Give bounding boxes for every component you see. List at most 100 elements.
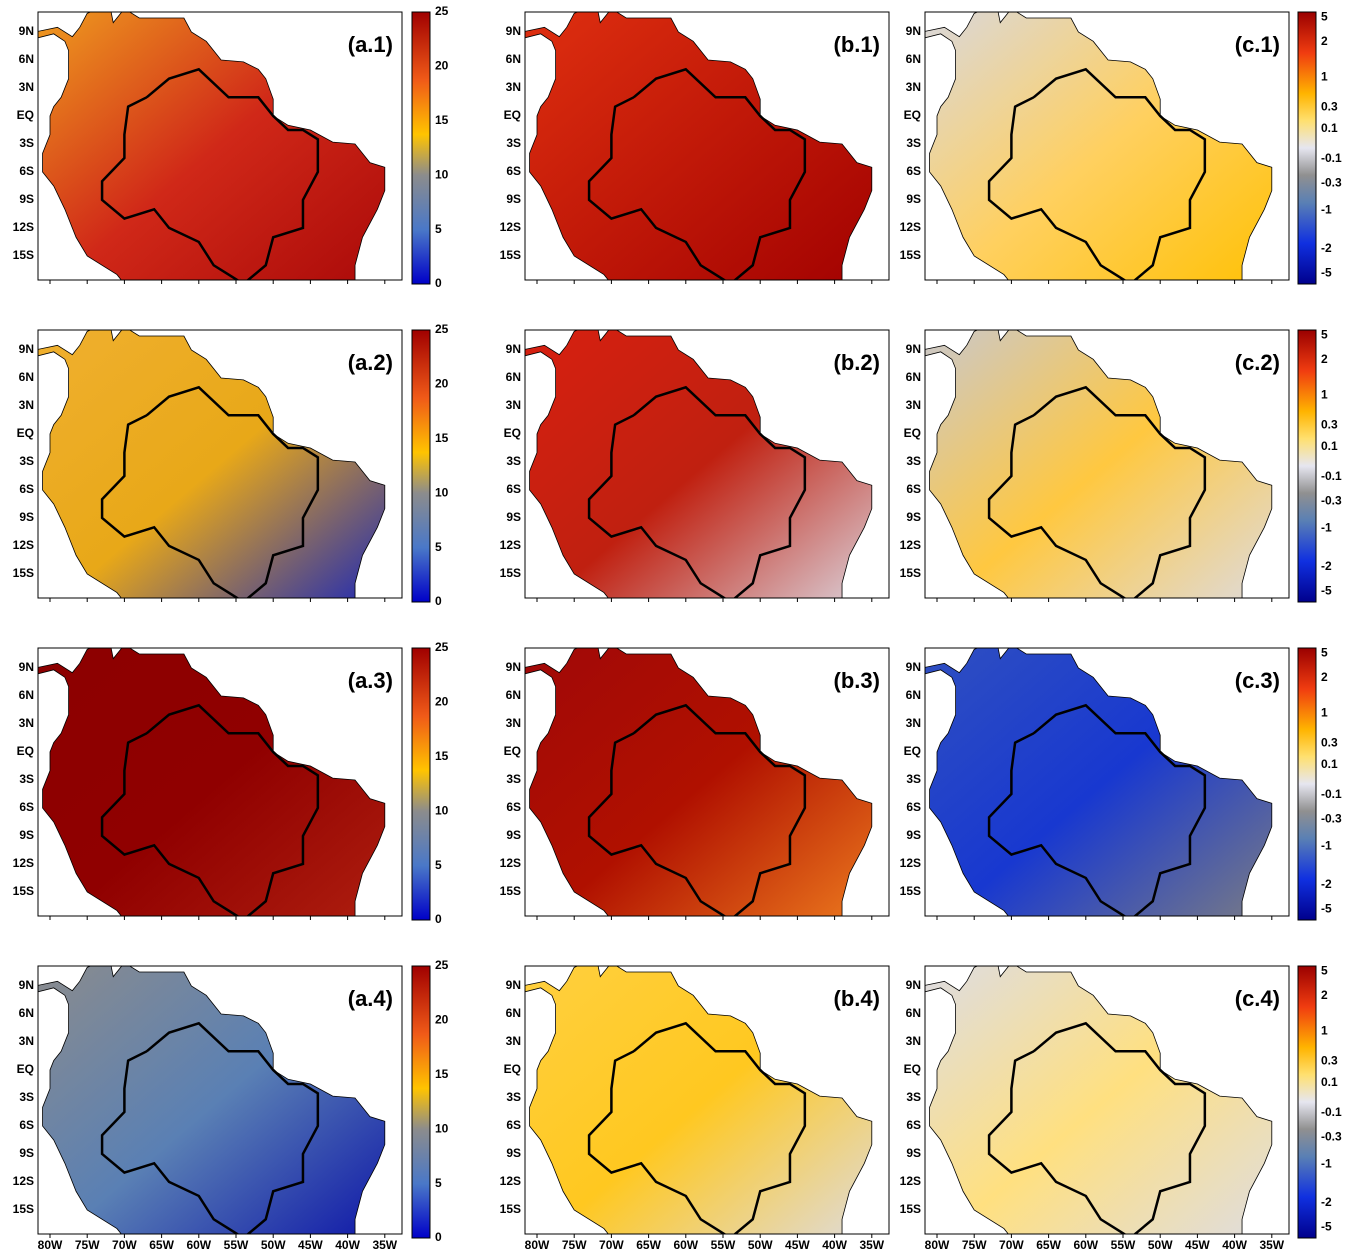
colorbar-a-label: 0: [435, 594, 442, 608]
lon-label: 65W: [1036, 1238, 1061, 1252]
colorbar-a-label: 0: [435, 276, 442, 290]
panel-label: (b.4): [834, 986, 880, 1011]
lat-label: EQ: [17, 1062, 34, 1076]
map: [525, 330, 873, 598]
map: [925, 12, 1273, 280]
amazon-border: [987, 703, 1207, 916]
lat-label: EQ: [504, 426, 521, 440]
lon-label: 55W: [711, 1238, 736, 1252]
panel-label: (b.2): [834, 350, 880, 375]
colorbar-c-label: -5: [1321, 1219, 1332, 1233]
land: [38, 648, 386, 916]
panel-label: (c.2): [1235, 350, 1280, 375]
lat-label: EQ: [17, 426, 34, 440]
colorbar-a: [411, 965, 431, 1239]
lon-label: 40W: [335, 1238, 360, 1252]
lat-label: 6N: [906, 1006, 921, 1020]
land: [525, 330, 873, 598]
land: [38, 966, 386, 1234]
map: [38, 330, 386, 598]
colorbar-c-label: 0.1: [1321, 1075, 1338, 1089]
colorbar-c-label: -0.1: [1321, 1105, 1342, 1119]
lat-label: 9S: [506, 192, 521, 206]
lat-label: 3N: [506, 80, 521, 94]
lat-label: 6S: [906, 1118, 921, 1132]
panel-frame: [924, 647, 1290, 917]
land: [525, 648, 873, 916]
lat-label: 6N: [19, 52, 34, 66]
panel-label: (a.1): [348, 32, 393, 57]
colorbar-a-label: 10: [435, 1121, 449, 1135]
lon-label: 35W: [859, 1238, 884, 1252]
colorbar-a: [411, 329, 431, 603]
lat-label: 12S: [500, 538, 521, 552]
lat-label: 3S: [506, 136, 521, 150]
colorbar-a-label: 5: [435, 540, 442, 554]
colorbar-a-label: 20: [435, 59, 449, 73]
lat-label: 6N: [506, 52, 521, 66]
land: [925, 648, 1273, 916]
amazon-border: [587, 67, 807, 280]
lon-label: 45W: [298, 1238, 323, 1252]
colorbar-c-label: 5: [1321, 328, 1328, 342]
colorbar-c-label: -5: [1321, 583, 1332, 597]
lon-label: 55W: [224, 1238, 249, 1252]
lat-label: 3N: [906, 716, 921, 730]
colorbar-c-label: -0.3: [1321, 494, 1342, 508]
lat-label: 15S: [13, 884, 34, 898]
lon-label: 45W: [1185, 1238, 1210, 1252]
lat-label: 6S: [906, 164, 921, 178]
colorbar-c: [1297, 329, 1317, 603]
lat-label: 6S: [19, 164, 34, 178]
land: [925, 330, 1273, 598]
lat-label: 9S: [19, 1146, 34, 1160]
lat-label: 3N: [19, 716, 34, 730]
lat-label: 12S: [500, 856, 521, 870]
colorbar-c-label: 0.1: [1321, 757, 1338, 771]
lat-label: 12S: [900, 856, 921, 870]
colorbar-c-label: 0.3: [1321, 417, 1338, 431]
lat-label: 6N: [906, 688, 921, 702]
map: [38, 648, 386, 916]
amazon-border: [987, 67, 1207, 280]
colorbar-a-label: 5: [435, 1176, 442, 1190]
map: [925, 966, 1273, 1234]
panel-frame: [924, 965, 1290, 1235]
lat-label: 9N: [906, 660, 921, 674]
lat-label: 6N: [19, 688, 34, 702]
lat-label: 6S: [506, 164, 521, 178]
amazon-border: [587, 703, 807, 916]
lat-label: EQ: [904, 1062, 921, 1076]
lat-label: 9N: [906, 342, 921, 356]
amazon-border: [100, 703, 320, 916]
lat-label: 3S: [506, 1090, 521, 1104]
colorbar-c-label: -2: [1321, 877, 1332, 891]
panel-frame: [37, 11, 403, 281]
colorbar-c-label: -1: [1321, 521, 1332, 535]
colorbar-c-label: 1: [1321, 1023, 1328, 1037]
lat-label: 6S: [19, 482, 34, 496]
panel-frame: [924, 329, 1290, 599]
panel-frame: [37, 329, 403, 599]
map: [525, 648, 873, 916]
lat-label: 9S: [19, 192, 34, 206]
lat-label: 15S: [13, 248, 34, 262]
colorbar-c-label: 5: [1321, 646, 1328, 660]
lat-label: 15S: [500, 248, 521, 262]
lat-label: 12S: [900, 1174, 921, 1188]
lat-label: 9S: [19, 828, 34, 842]
panel-label: (b.3): [834, 668, 880, 693]
amazon-border: [987, 1021, 1207, 1234]
colorbar-c-label: -0.1: [1321, 787, 1342, 801]
lon-label: 35W: [372, 1238, 397, 1252]
lat-label: 9S: [19, 510, 34, 524]
colorbar-a-label: 25: [435, 640, 449, 654]
lat-label: 15S: [13, 1202, 34, 1216]
amazon-border: [100, 385, 320, 598]
lon-label: 50W: [261, 1238, 286, 1252]
lat-label: 6N: [506, 688, 521, 702]
colorbar-c-label: 2: [1321, 670, 1328, 684]
panel-label: (a.3): [348, 668, 393, 693]
colorbar-a-label: 20: [435, 377, 449, 391]
lat-label: 15S: [500, 1202, 521, 1216]
